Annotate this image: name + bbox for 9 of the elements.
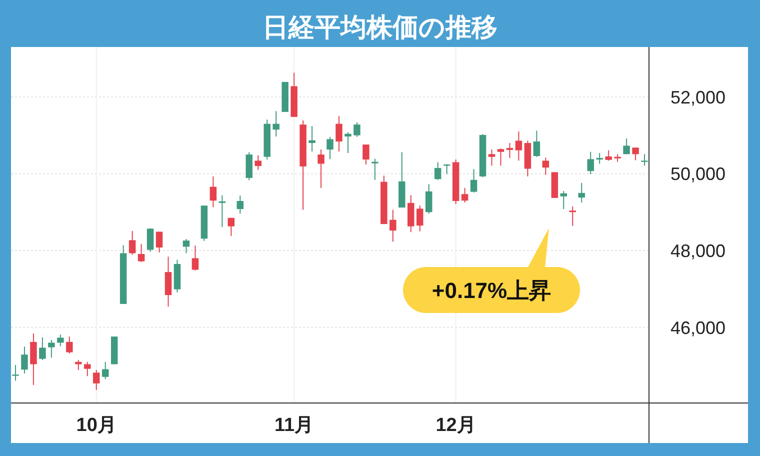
x-tick-label: 11月 [274, 415, 314, 436]
y-tick-label: 52,000 [670, 87, 726, 108]
y-tick-label: 46,000 [670, 318, 726, 338]
x-tick-label: 12月 [436, 415, 476, 436]
chart-title: 日経平均株価の推移 [262, 12, 498, 42]
y-tick-label: 48,000 [670, 241, 726, 262]
annotation: +0.17%上昇 [432, 278, 552, 303]
x-tick-label: 10月 [76, 415, 116, 436]
y-tick-label: 50,000 [670, 164, 726, 184]
